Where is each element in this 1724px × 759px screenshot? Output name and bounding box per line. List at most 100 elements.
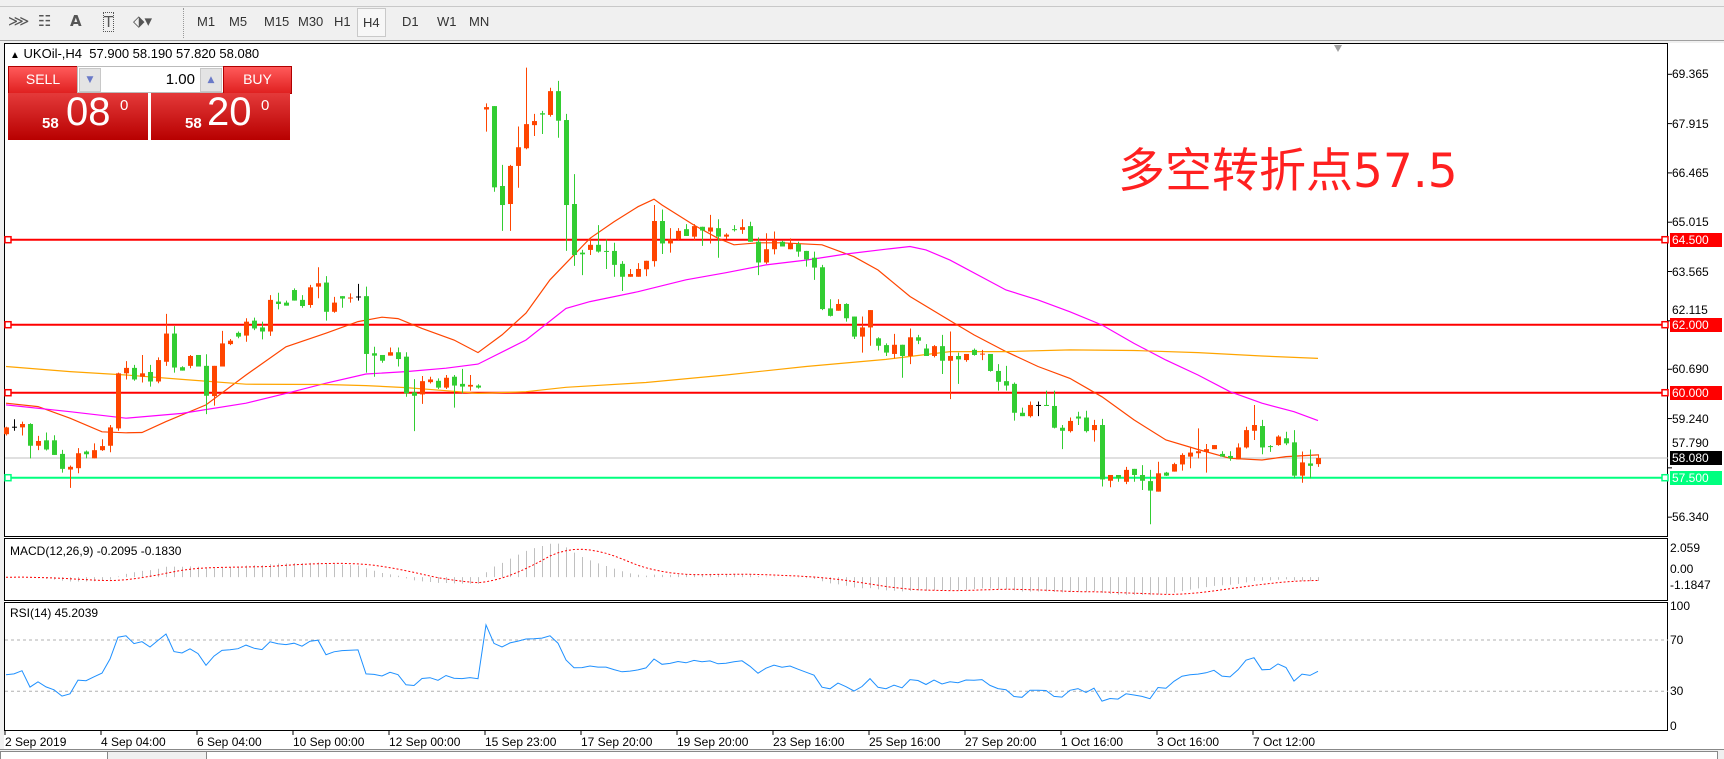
chart-annotation-text[interactable]: 多空转折点57.5 — [1118, 144, 1458, 199]
lot-size-input[interactable] — [102, 67, 199, 92]
candle-body — [1252, 425, 1257, 431]
candle — [1124, 466, 1129, 485]
candle — [1052, 390, 1057, 429]
chart-tab[interactable] — [206, 751, 1718, 759]
candle-body — [468, 384, 473, 387]
candle — [980, 349, 985, 361]
candle — [724, 233, 729, 240]
candle — [524, 67, 529, 150]
candle — [1164, 471, 1169, 477]
price-axis-label: 63.565 — [1672, 264, 1709, 279]
timeframe-m1-button[interactable]: M1 — [197, 14, 216, 29]
candle-body — [1148, 481, 1153, 491]
candle-body — [1052, 405, 1057, 428]
candle-body — [1092, 425, 1097, 431]
timeframe-m5-button[interactable]: M5 — [229, 14, 248, 29]
level-anchor-handle — [4, 235, 12, 244]
toolbar-separator — [183, 8, 186, 38]
candle — [556, 80, 561, 138]
candle-body — [812, 257, 817, 268]
candle-body — [596, 244, 601, 252]
candle — [1084, 410, 1089, 433]
buy-quote-button[interactable]: 58 20 0 — [151, 90, 290, 140]
candle — [460, 368, 465, 394]
chart-tab[interactable] — [0, 751, 108, 759]
buy-button[interactable]: BUY — [223, 66, 292, 94]
candle-body — [924, 348, 929, 356]
candle-body — [668, 239, 673, 244]
candle-body — [228, 340, 233, 345]
candle-body — [372, 353, 377, 356]
candle-body — [252, 320, 257, 329]
candle-body — [500, 185, 505, 206]
candle-body — [484, 107, 489, 110]
timeframe-d1-button[interactable]: D1 — [402, 14, 419, 29]
candle — [260, 321, 265, 340]
rsi-axis-label: 100 — [1670, 598, 1691, 613]
candle-body — [524, 124, 529, 149]
candle — [52, 435, 57, 455]
price-axis-label: 65.015 — [1672, 215, 1709, 230]
candle-body — [708, 227, 713, 232]
candle — [796, 241, 801, 257]
text-icon[interactable]: A — [70, 12, 82, 30]
price-axis-label: 67.915 — [1672, 116, 1709, 131]
candle — [148, 364, 153, 387]
timeframe-h1-button[interactable]: H1 — [334, 14, 351, 29]
candle-body — [1236, 447, 1241, 460]
collapse-triangle-icon[interactable]: ▲ — [10, 50, 20, 61]
candle-body — [948, 355, 953, 361]
candle-body — [284, 302, 289, 306]
candle-body — [1100, 425, 1105, 480]
candle — [748, 221, 753, 242]
candle — [204, 354, 209, 415]
timeframe-h4-button[interactable]: H4 — [357, 8, 386, 37]
candle — [180, 366, 185, 371]
candle — [108, 425, 113, 453]
candle — [124, 361, 129, 380]
main-plot — [4, 67, 1669, 525]
time-axis-label: 2 Sep 2019 — [5, 735, 67, 749]
candle-body — [572, 204, 577, 256]
candle — [324, 276, 329, 321]
candle-body — [884, 345, 889, 353]
sell-quote-button[interactable]: 58 08 0 — [8, 90, 148, 140]
candle — [628, 268, 633, 277]
fibo-fan-icon[interactable]: ☷ — [38, 12, 52, 30]
candle-body — [292, 290, 297, 301]
chart-tab[interactable] — [107, 751, 207, 759]
candle-body — [1268, 446, 1273, 448]
candle — [772, 231, 777, 255]
elliott-wave-icon[interactable]: ⋙ — [8, 12, 30, 30]
arrows-icon[interactable]: ⬗▾ — [133, 12, 153, 30]
candle-body — [748, 226, 753, 242]
candle — [572, 174, 577, 266]
candle — [620, 261, 625, 292]
level-anchor-handle — [1661, 235, 1669, 244]
candle-body — [796, 244, 801, 252]
timeframe-w1-button[interactable]: W1 — [437, 14, 457, 29]
buy-pips: 20 — [207, 90, 252, 134]
candle-body — [844, 303, 849, 319]
timeframe-mn-button[interactable]: MN — [469, 14, 490, 29]
timeframe-m30-button[interactable]: M30 — [298, 14, 324, 29]
candle-body — [156, 360, 161, 382]
candle-body — [60, 453, 65, 469]
symbol-timeframe: UKOil-,H4 — [23, 46, 83, 61]
lot-increase-button[interactable]: ▲ — [200, 68, 222, 92]
timeframe-m15-button[interactable]: M15 — [264, 14, 290, 29]
candle-body — [660, 221, 665, 244]
time-axis-label: 15 Sep 23:00 — [485, 735, 557, 749]
lot-decrease-button[interactable]: ▼ — [79, 68, 101, 92]
one-click-trading-panel: SELL ▼ ▲ BUY 58 08 0 58 20 0 — [8, 66, 292, 141]
candle — [1044, 390, 1049, 406]
candle — [1220, 451, 1225, 457]
text-label-icon[interactable]: T — [103, 12, 115, 32]
candle — [500, 164, 505, 231]
candle-body — [492, 106, 497, 188]
time-axis-label: 7 Oct 12:00 — [1253, 735, 1316, 749]
time-axis-label: 1 Oct 16:00 — [1061, 735, 1124, 749]
candle-body — [68, 466, 73, 470]
level-anchor-handle — [1661, 320, 1669, 329]
candle — [812, 251, 817, 280]
